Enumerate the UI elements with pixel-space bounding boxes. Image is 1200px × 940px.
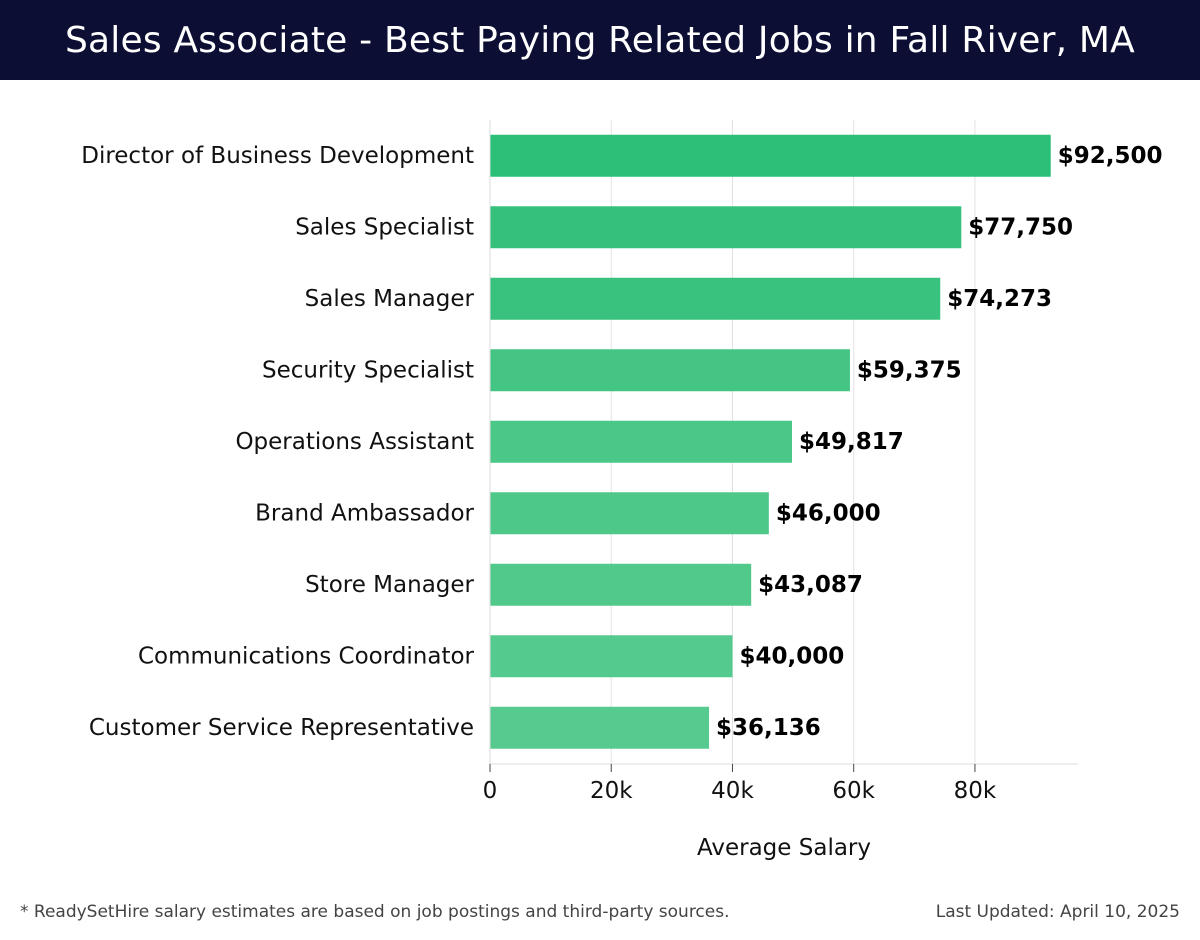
bar xyxy=(490,349,850,392)
bar xyxy=(490,563,752,606)
page-title: Sales Associate - Best Paying Related Jo… xyxy=(64,19,1136,61)
category-label: Brand Ambassador xyxy=(255,500,474,526)
value-label: $46,000 xyxy=(776,500,881,526)
value-label: $36,136 xyxy=(716,715,821,741)
category-label: Customer Service Representative xyxy=(89,715,474,741)
title-bar: Sales Associate - Best Paying Related Jo… xyxy=(0,0,1200,80)
x-tick-label: 60k xyxy=(832,778,875,804)
value-label: $40,000 xyxy=(739,643,844,669)
category-label: Security Specialist xyxy=(262,357,474,383)
bar xyxy=(490,635,733,678)
x-tick-label: 40k xyxy=(711,778,754,804)
labels: $92,500 Director of Business Development $… xyxy=(81,143,1162,741)
category-label: Director of Business Development xyxy=(81,143,474,169)
x-tick-label: 20k xyxy=(590,778,633,804)
bar xyxy=(490,277,941,320)
value-label: $59,375 xyxy=(857,357,962,383)
bar xyxy=(490,206,962,249)
value-label: $49,817 xyxy=(799,429,904,455)
category-label: Sales Specialist xyxy=(295,214,474,240)
bar xyxy=(490,134,1051,177)
category-label: Operations Assistant xyxy=(235,429,474,455)
bar xyxy=(490,420,792,463)
x-axis: 0 20k 40k 60k 80k Average Salary xyxy=(483,120,1078,861)
value-label: $43,087 xyxy=(758,572,863,598)
x-axis-title: Average Salary xyxy=(697,835,871,861)
value-label: $74,273 xyxy=(947,286,1052,312)
last-updated: Last Updated: April 10, 2025 xyxy=(935,902,1180,922)
category-label: Communications Coordinator xyxy=(138,643,475,669)
x-tick-label: 80k xyxy=(954,778,997,804)
bars xyxy=(490,134,1051,749)
footer-note: * ReadySetHire salary estimates are base… xyxy=(20,902,730,922)
category-label: Sales Manager xyxy=(305,286,475,312)
x-tick-label: 0 xyxy=(483,778,498,804)
category-label: Store Manager xyxy=(305,572,474,598)
salary-bar-chart: 0 20k 40k 60k 80k Average Salary $92,500 Direc… xyxy=(81,120,1162,861)
bar xyxy=(490,706,710,749)
value-label: $92,500 xyxy=(1058,143,1163,169)
value-label: $77,750 xyxy=(968,214,1073,240)
bar xyxy=(490,492,769,535)
